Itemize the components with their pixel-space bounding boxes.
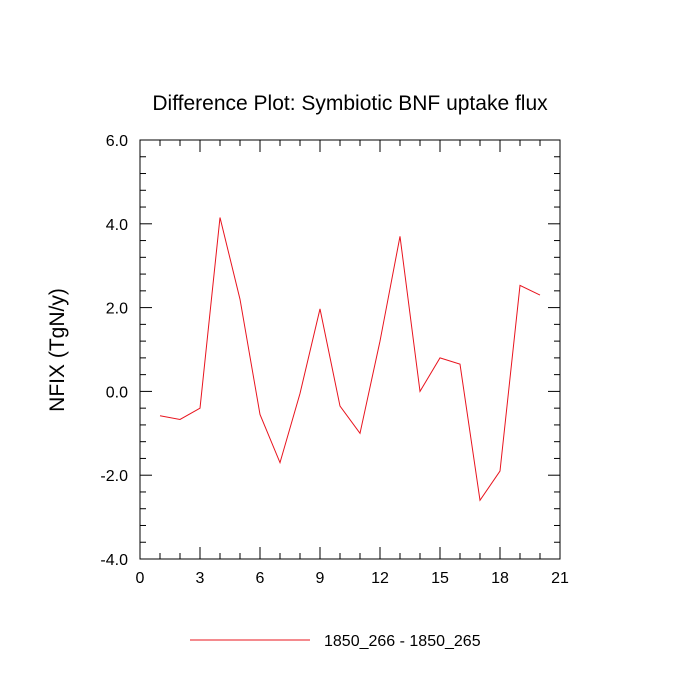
series-line bbox=[159, 217, 541, 502]
y-tick-label: 4.0 bbox=[106, 217, 128, 234]
x-tick-label: 3 bbox=[196, 570, 205, 587]
x-tick-label: 9 bbox=[316, 570, 325, 587]
legend-label: 1850_266 - 1850_265 bbox=[324, 633, 481, 650]
y-tick-label: 2.0 bbox=[106, 301, 128, 318]
y-tick-label: 0.0 bbox=[106, 384, 128, 401]
y-tick-label: 6.0 bbox=[106, 133, 128, 150]
series-layer bbox=[159, 217, 541, 502]
plot-frame bbox=[139, 139, 561, 560]
chart-title: Difference Plot: Symbiotic BNF uptake fl… bbox=[152, 92, 548, 115]
x-tick-label: 21 bbox=[551, 570, 569, 587]
x-tick-label: 6 bbox=[256, 570, 265, 587]
y-tick-label: -4.0 bbox=[100, 552, 128, 569]
y-axis-label: NFIX (TgN/y) bbox=[46, 288, 69, 412]
axis-ticks: 0 3 6 9 12 15 18 21 -4.0 -2.0 0.0 2.0 4.0 6.0 bbox=[100, 133, 569, 587]
y-tick-label: -2.0 bbox=[100, 468, 128, 485]
x-tick-label: 12 bbox=[371, 570, 389, 587]
x-tick-label: 18 bbox=[491, 570, 509, 587]
legend: 1850_266 - 1850_265 bbox=[190, 633, 481, 650]
x-tick-label: 0 bbox=[136, 570, 145, 587]
x-tick-label: 15 bbox=[431, 570, 449, 587]
